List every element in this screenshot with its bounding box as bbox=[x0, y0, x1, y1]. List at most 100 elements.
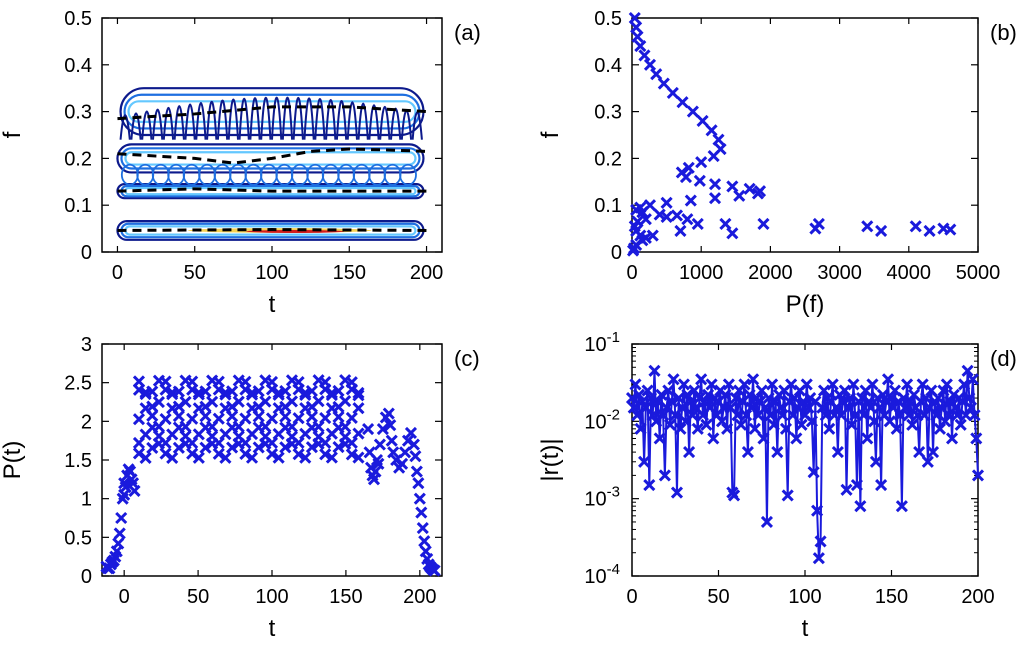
x-tick-label: 50 bbox=[707, 586, 729, 608]
ridge-line bbox=[117, 228, 427, 232]
data-point bbox=[396, 457, 409, 470]
y-axis-label: |r(t)| bbox=[537, 438, 564, 481]
data-point bbox=[186, 412, 199, 425]
y-tick-label: 0.4 bbox=[64, 55, 92, 77]
data-point bbox=[638, 49, 651, 62]
data-point bbox=[638, 455, 651, 468]
x-tick-label: 150 bbox=[333, 262, 366, 284]
data-point bbox=[644, 391, 658, 405]
contour-lobe bbox=[379, 105, 391, 140]
axes-frame bbox=[101, 343, 443, 577]
y-tick-label: 10-4 bbox=[584, 561, 620, 588]
y-tick-label: 1.5 bbox=[64, 450, 92, 472]
data-point bbox=[876, 388, 889, 401]
data-point bbox=[345, 436, 358, 449]
data-point bbox=[930, 409, 943, 422]
data-point bbox=[757, 217, 770, 230]
data-point bbox=[186, 375, 199, 388]
y-tick-label: 0.1 bbox=[64, 195, 92, 217]
data-point bbox=[670, 209, 684, 222]
y-axis-label: f bbox=[0, 131, 26, 138]
data-point bbox=[712, 133, 725, 146]
data-point bbox=[410, 465, 423, 478]
y-tick-label: 2.5 bbox=[64, 373, 92, 395]
data-point bbox=[305, 441, 318, 454]
data-point bbox=[643, 58, 657, 71]
data-point bbox=[688, 384, 701, 397]
data-point bbox=[199, 385, 212, 398]
data-point bbox=[352, 451, 365, 464]
data-point bbox=[721, 422, 734, 435]
data-point bbox=[729, 391, 742, 405]
data-point bbox=[937, 384, 950, 397]
data-point bbox=[909, 220, 922, 233]
data-point bbox=[219, 451, 232, 464]
y-tick-label: 0 bbox=[81, 242, 92, 264]
data-point bbox=[812, 552, 825, 565]
data-point bbox=[655, 388, 668, 401]
data-point bbox=[838, 384, 851, 397]
contour-lobe bbox=[260, 97, 272, 140]
data-point bbox=[362, 423, 375, 436]
data-point bbox=[901, 378, 914, 391]
data-point bbox=[740, 409, 753, 422]
data-point bbox=[369, 465, 382, 478]
data-point bbox=[847, 378, 860, 391]
data-point bbox=[944, 223, 957, 236]
y-tick-label: 0.5 bbox=[64, 527, 92, 549]
data-point bbox=[653, 432, 666, 445]
data-point bbox=[407, 438, 420, 451]
data-point bbox=[128, 484, 141, 497]
x-tick-label: 50 bbox=[187, 586, 209, 608]
data-point bbox=[771, 446, 784, 459]
data-point bbox=[807, 466, 820, 479]
data-point bbox=[146, 441, 159, 455]
contour-lobe bbox=[152, 108, 164, 140]
y-tick-label: 3 bbox=[81, 334, 92, 356]
data-point bbox=[916, 378, 929, 391]
data-point bbox=[674, 224, 687, 238]
data-point bbox=[693, 174, 706, 187]
data-point bbox=[352, 402, 365, 415]
data-point bbox=[691, 217, 704, 230]
panel-label: (d) bbox=[990, 346, 1017, 371]
data-point bbox=[292, 375, 305, 389]
data-point bbox=[626, 244, 640, 257]
data-point bbox=[152, 396, 165, 409]
data-point bbox=[695, 156, 708, 169]
data-point bbox=[679, 171, 693, 184]
data-point bbox=[875, 224, 888, 238]
contour-lobe bbox=[325, 99, 337, 140]
data-point bbox=[212, 412, 225, 425]
data-point bbox=[705, 378, 718, 391]
data-point bbox=[629, 378, 642, 391]
y-tick-label: 0.2 bbox=[64, 148, 92, 170]
data-point bbox=[868, 415, 881, 428]
data-point bbox=[139, 451, 152, 465]
data-point bbox=[199, 410, 212, 423]
data-point bbox=[840, 483, 853, 496]
data-point bbox=[722, 378, 735, 391]
y-tick-label: 0.2 bbox=[594, 148, 622, 170]
x-axis-label: t bbox=[269, 615, 276, 642]
y-tick-label: 0 bbox=[611, 242, 622, 264]
data-point bbox=[265, 447, 279, 461]
contour-lobe bbox=[162, 106, 175, 140]
data-point bbox=[816, 401, 829, 414]
data-point bbox=[743, 182, 756, 195]
data-point bbox=[648, 364, 661, 377]
x-tick-label: 0 bbox=[119, 586, 130, 608]
contour-lobe bbox=[346, 101, 358, 140]
data-point bbox=[786, 409, 799, 422]
data-point bbox=[636, 395, 649, 408]
data-point bbox=[332, 410, 345, 423]
data-point bbox=[667, 373, 680, 386]
data-point bbox=[738, 378, 751, 391]
data-point bbox=[199, 441, 212, 454]
data-point bbox=[926, 446, 940, 459]
contour-lobe bbox=[411, 111, 423, 140]
data-point bbox=[212, 375, 225, 388]
data-point bbox=[387, 446, 400, 459]
x-tick-label: 100 bbox=[788, 586, 821, 608]
x-tick-label: 200 bbox=[961, 586, 994, 608]
